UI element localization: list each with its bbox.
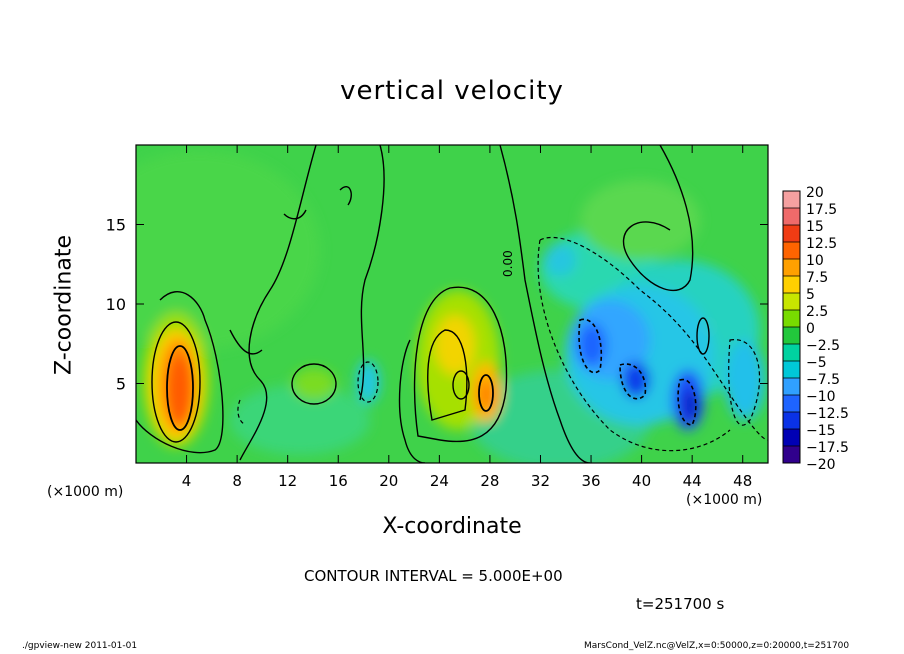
x-unit-label-right: (×1000 m) xyxy=(686,492,763,508)
y-axis: 5 10 15 xyxy=(106,216,768,394)
contour-zero-label: 0.00 xyxy=(501,250,515,277)
x-axis-label: X-coordinate xyxy=(0,514,904,539)
colorbar-label: −12.5 xyxy=(806,406,849,422)
x-tick-label: 16 xyxy=(329,472,348,490)
colorbar-label: 10 xyxy=(806,253,824,269)
colorbar-swatch xyxy=(783,242,800,259)
x-tick-label: 28 xyxy=(480,472,499,490)
x-tick-label: 48 xyxy=(733,472,752,490)
chart-title: vertical velocity xyxy=(340,76,564,106)
x-tick-label: 24 xyxy=(430,472,449,490)
colorbar-swatch xyxy=(783,276,800,293)
negative-contours xyxy=(237,236,768,452)
x-axis: 4 8 12 16 20 24 28 32 36 40 44 48 xyxy=(182,145,752,490)
colorbar-swatch xyxy=(783,327,800,344)
x-tick-label: 36 xyxy=(581,472,600,490)
colorbar-label: −15 xyxy=(806,423,836,439)
colorbar-swatch xyxy=(783,293,800,310)
x-tick-label: 4 xyxy=(182,472,192,490)
x-tick-label: 12 xyxy=(278,472,297,490)
colorbar-swatch xyxy=(783,361,800,378)
colorbar-swatch xyxy=(783,378,800,395)
y-tick-label: 5 xyxy=(116,375,126,394)
x-tick-label: 20 xyxy=(379,472,398,490)
colorbar-label: 20 xyxy=(806,185,824,201)
colorbar: 2017.51512.5107.552.50−2.5−5−7.5−10−12.5… xyxy=(782,185,849,473)
x-axis-label-text: X-coordinate xyxy=(382,514,522,539)
x-unit-label-left: (×1000 m) xyxy=(47,484,124,500)
colorbar-swatch xyxy=(783,310,800,327)
colorbar-label: −2.5 xyxy=(806,338,840,354)
y-tick-label: 15 xyxy=(106,216,126,235)
colorbar-swatch xyxy=(783,446,800,463)
colorbar-swatch xyxy=(783,259,800,276)
x-tick-label: 32 xyxy=(531,472,550,490)
colorbar-label: 0 xyxy=(806,321,815,337)
colorbar-swatch xyxy=(783,191,800,208)
footer-right: MarsCond_VelZ.nc@VelZ,x=0:50000,z=0:2000… xyxy=(584,641,850,651)
colorbar-swatch xyxy=(783,395,800,412)
y-tick-label: 10 xyxy=(106,295,126,314)
colorbar-label: −10 xyxy=(806,389,836,405)
colorbar-label: −7.5 xyxy=(806,372,840,388)
x-tick-label: 44 xyxy=(683,472,702,490)
colorbar-swatch xyxy=(783,344,800,361)
x-tick-label: 8 xyxy=(232,472,242,490)
colorbar-label: 15 xyxy=(806,219,824,235)
colorbar-label: 17.5 xyxy=(806,202,837,218)
colorbar-label: 2.5 xyxy=(806,304,828,320)
contour-lines xyxy=(136,145,710,463)
heatmap-field: 0.00 xyxy=(136,145,768,463)
colorbar-swatch xyxy=(783,225,800,242)
colorbar-swatch xyxy=(783,429,800,446)
footer-left: ./gpview-new 2011-01-01 xyxy=(22,641,138,651)
colorbar-swatch xyxy=(783,412,800,429)
colorbar-swatch xyxy=(783,208,800,225)
y-axis-label: Z-coordinate xyxy=(51,235,77,375)
colorbar-label: 12.5 xyxy=(806,236,837,252)
time-label: t=251700 s xyxy=(636,595,725,613)
x-tick-label: 40 xyxy=(632,472,651,490)
colorbar-label: −17.5 xyxy=(806,440,849,456)
colorbar-label: 5 xyxy=(806,287,815,303)
colorbar-label: 7.5 xyxy=(806,270,828,286)
colorbar-label: −5 xyxy=(806,355,827,371)
colorbar-label: −20 xyxy=(806,457,836,473)
contour-interval-label: CONTOUR INTERVAL = 5.000E+00 xyxy=(304,567,563,585)
